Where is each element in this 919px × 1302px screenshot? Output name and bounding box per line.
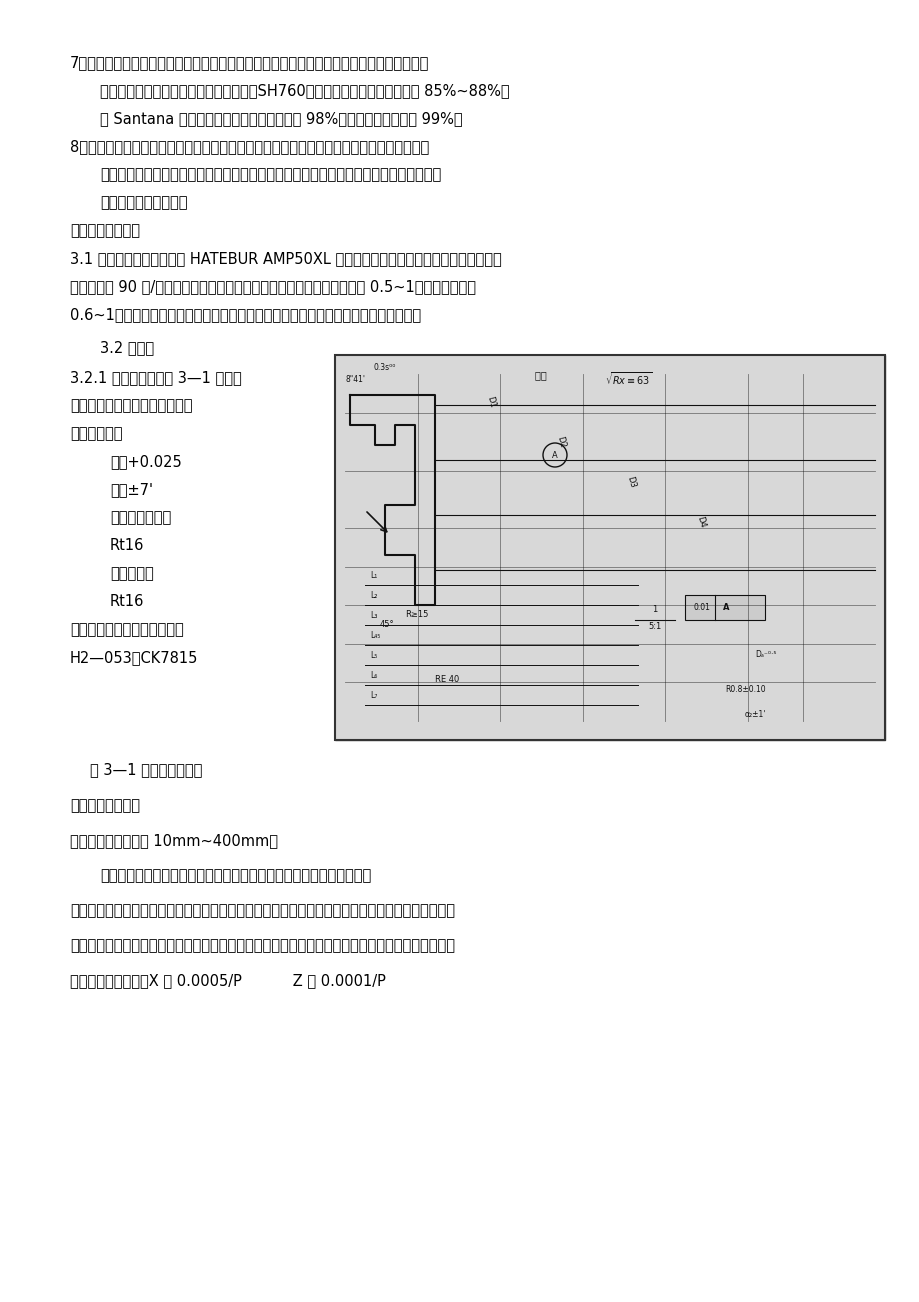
Text: Rt16: Rt16 — [110, 538, 144, 553]
Text: R≥15: R≥15 — [404, 611, 428, 618]
Text: 齿轮精车第一端加工工艺图关键: 齿轮精车第一端加工工艺图关键 — [70, 398, 192, 413]
FancyBboxPatch shape — [685, 595, 765, 620]
Text: 3.2.1 精车一端，如图 3—1 为典型: 3.2.1 精车一端，如图 3—1 为典型 — [70, 370, 242, 385]
Text: 在 Santana 变速器生产中一次装配合格率达 98%左右，有时甚至达到 99%。: 在 Santana 变速器生产中一次装配合格率达 98%左右，有时甚至达到 99… — [100, 111, 462, 126]
Text: 沉孔端面粗糙度: 沉孔端面粗糙度 — [110, 510, 171, 525]
Text: 孔径粗糙度: 孔径粗糙度 — [110, 566, 153, 581]
Text: Rt16: Rt16 — [110, 594, 144, 609]
FancyBboxPatch shape — [335, 355, 884, 740]
Text: 图 3—1 精车一端工艺图: 图 3—1 精车一端工艺图 — [90, 762, 202, 777]
Text: 序对提高一次装配合格率起了很大作用。SH760产品的一次装配合格率一般在 85%~88%，: 序对提高一次装配合格率起了很大作用。SH760产品的一次装配合格率一般在 85%… — [100, 83, 509, 98]
Text: $\sqrt{Rx \equiv 63}$: $\sqrt{Rx \equiv 63}$ — [605, 370, 652, 387]
Text: D4: D4 — [694, 516, 706, 529]
Text: Dₐ⁻⁰·⁵: Dₐ⁻⁰·⁵ — [754, 650, 776, 659]
Text: L₃: L₃ — [369, 611, 377, 620]
Text: 1: 1 — [652, 605, 657, 615]
Text: 3.2 车加工: 3.2 车加工 — [100, 340, 154, 355]
Text: 带有智能控制，自动进给，部分设备还具备动态自动检测和反馈，补偿功能。消除了生产: 带有智能控制，自动进给，部分设备还具备动态自动检测和反馈，补偿功能。消除了生产 — [100, 167, 441, 182]
Text: 0.3s⁰⁰: 0.3s⁰⁰ — [373, 363, 396, 372]
Text: 5:1: 5:1 — [648, 622, 661, 631]
Text: 8"41': 8"41' — [345, 375, 365, 384]
Text: 3.1 锻件：齿轮锻坯系采用 HATEBUR AMP50XL 高速镦锻机锻制而成；它不仅具有很高的生: 3.1 锻件：齿轮锻坯系采用 HATEBUR AMP50XL 高速镦锻机锻制而成… — [70, 251, 501, 266]
Text: 共余: 共余 — [535, 370, 552, 380]
Text: D2: D2 — [554, 435, 566, 449]
Text: L₅: L₅ — [369, 651, 377, 660]
Text: 孔径+0.025: 孔径+0.025 — [110, 454, 182, 469]
FancyBboxPatch shape — [335, 355, 884, 740]
Text: 7、增加了啮合听噪音去毛刺工序，在装配之前完成该工序，更显得省时、实用、高效；该工: 7、增加了啮合听噪音去毛刺工序，在装配之前完成该工序，更显得省时、实用、高效；该… — [70, 55, 429, 70]
Text: 锻度±7': 锻度±7' — [110, 482, 153, 497]
Text: 45°: 45° — [380, 620, 394, 629]
Text: 适用面广：可满足切削内孔、外圆、切槽、倒角、钻、扩、镗、铰及锥度、圆弧、曲面等切削加工。: 适用面广：可满足切削内孔、外圆、切槽、倒角、钻、扩、镗、铰及锥度、圆弧、曲面等切… — [70, 937, 455, 953]
Text: A: A — [722, 603, 729, 612]
Text: 过程中人为质量因素。: 过程中人为质量因素。 — [100, 195, 187, 210]
Text: 设备有以下优点：: 设备有以下优点： — [70, 798, 140, 812]
Text: 刀具进给增补量细：X 轴 0.0005/P           Z 轴 0.0001/P: 刀具进给增补量细：X 轴 0.0005/P Z 轴 0.0001/P — [70, 973, 385, 988]
Text: H2—053，CK7815: H2—053，CK7815 — [70, 650, 199, 665]
Text: 0.01: 0.01 — [692, 603, 709, 612]
Text: L₇: L₇ — [369, 691, 377, 700]
Text: 刀具自动回转：刀架最多可满足安装十二把（或十六把）刀具，并按预先编制的程序进行切削加工；: 刀具自动回转：刀架最多可满足安装十二把（或十六把）刀具，并按预先编制的程序进行切… — [70, 904, 455, 918]
Text: 产效率（约 90 件/分），同是能确保有较精确的几何尺寸（直径尺寸公差 0.5~1，长度尺寸公差: 产效率（约 90 件/分），同是能确保有较精确的几何尺寸（直径尺寸公差 0.5~… — [70, 279, 475, 294]
Text: D3: D3 — [624, 475, 636, 488]
Text: 8、各道工序所选的加工设备均为当今国际上的先进水平和国内最高水平的设备，大多数设备: 8、各道工序所选的加工设备均为当今国际上的先进水平和国内最高水平的设备，大多数设… — [70, 139, 429, 154]
Text: R0.8±0.10: R0.8±0.10 — [724, 685, 765, 694]
Text: α₂±1': α₂±1' — [744, 710, 766, 719]
Text: 设备选用：目前选用的设备有: 设备选用：目前选用的设备有 — [70, 622, 184, 637]
Text: L₁: L₁ — [369, 572, 377, 579]
Text: 调整方便：可迅远地根据被加工零件的大小及形状调整切削加工程序；: 调整方便：可迅远地根据被加工零件的大小及形状调整切削加工程序； — [100, 868, 371, 883]
Text: L₆: L₆ — [369, 671, 377, 680]
Text: 尺寸精度为：: 尺寸精度为： — [70, 426, 122, 441]
Text: 三、加工状况介绍: 三、加工状况介绍 — [70, 223, 140, 238]
Text: L₄₅: L₄₅ — [369, 631, 380, 641]
Text: 加工范围广：直径从 10mm~400mm；: 加工范围广：直径从 10mm~400mm； — [70, 833, 278, 848]
Text: A: A — [551, 450, 557, 460]
Text: L₂: L₂ — [369, 591, 377, 600]
Text: RE 40: RE 40 — [435, 674, 459, 684]
Text: D1: D1 — [484, 395, 496, 409]
Text: 0.6~1）。锻坯精化，是节约材料、降低消耗、降低成本，提高生产效率的重要环节。: 0.6~1）。锻坯精化，是节约材料、降低消耗、降低成本，提高生产效率的重要环节。 — [70, 307, 421, 322]
